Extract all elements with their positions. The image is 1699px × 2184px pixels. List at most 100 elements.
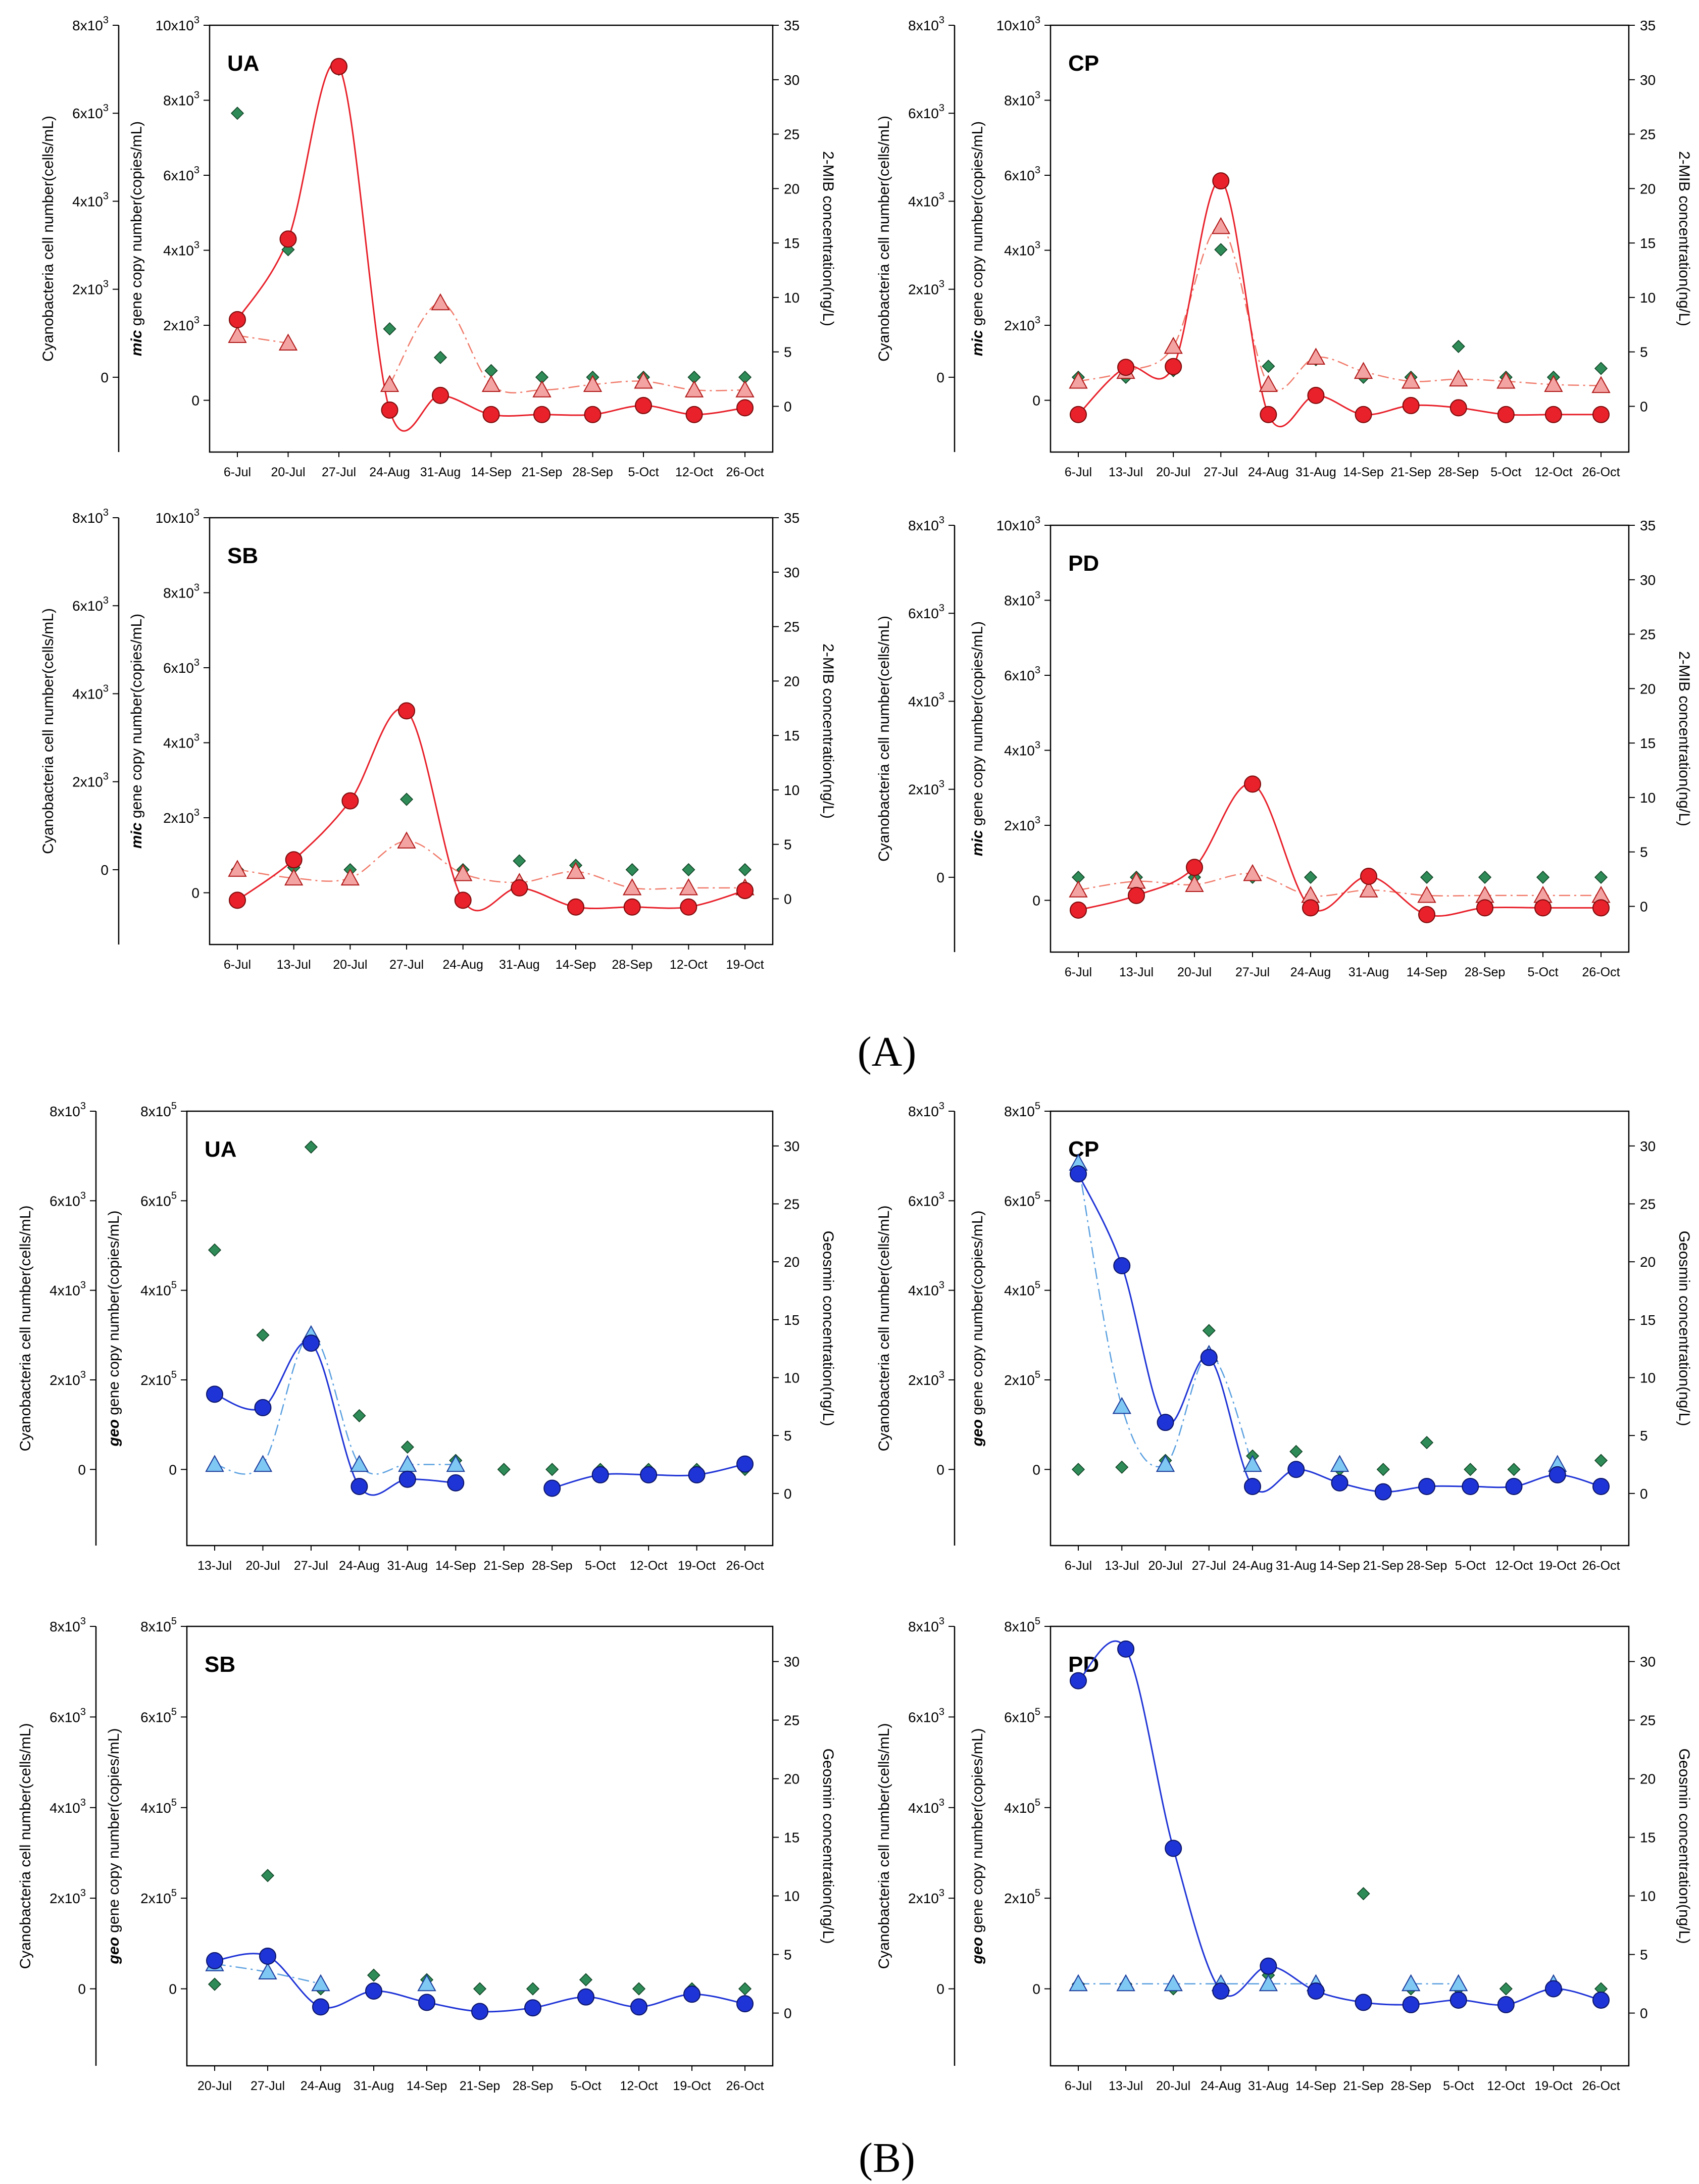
concentration-point — [278, 333, 298, 351]
gene-point — [206, 1385, 223, 1403]
gene-point — [1544, 406, 1562, 423]
right-axis-title: 2-MIB concentration(ng/L) — [820, 151, 836, 326]
right-tick-label: 20 — [784, 1254, 799, 1270]
x-tick-label: 27-Jul — [322, 465, 356, 479]
x-tick-label: 28-Sep — [1407, 1559, 1447, 1573]
chart-title: CP — [1068, 1137, 1099, 1162]
concentration-point — [1359, 880, 1378, 898]
right-tick-label: 10 — [784, 1370, 799, 1385]
concentration-point — [1496, 371, 1516, 389]
concentration-point — [1164, 1974, 1183, 1992]
outer-tick-label: 2x103 — [908, 1369, 944, 1388]
x-tick-label: 6-Jul — [224, 465, 251, 479]
x-tick-label: 20-Jul — [333, 958, 367, 972]
cyanobacteria-point — [738, 863, 752, 876]
right-tick-label: 15 — [784, 1312, 799, 1328]
concentration-point — [1069, 880, 1088, 898]
cyanobacteria-point — [497, 1463, 511, 1476]
right-tick-label: 0 — [784, 1486, 792, 1502]
cyanobacteria-point — [738, 1982, 752, 1996]
right-tick-label: 30 — [1640, 1138, 1656, 1154]
inner-tick-label: 0 — [191, 885, 199, 901]
gene-point — [341, 792, 359, 810]
x-tick-label: 31-Aug — [420, 465, 461, 479]
x-tick-label: 19-Oct — [678, 1559, 716, 1573]
cyanobacteria-point — [1478, 870, 1492, 884]
concentration-point — [1112, 1397, 1131, 1414]
x-tick-label: 24-Aug — [369, 465, 410, 479]
inner-tick-label: 6x105 — [1004, 1190, 1040, 1209]
x-tick-label: 27-Jul — [1192, 1559, 1226, 1573]
x-tick-label: 27-Jul — [251, 2079, 285, 2093]
chart-b-cp: CP 0 2x103 4x103 6x103 8x103 Cyanobacteria cel… — [876, 1101, 1692, 1573]
outer-axis-title: Cyanobacteria cell number(cells/mL) — [40, 608, 57, 854]
cyanobacteria-point — [1452, 339, 1465, 353]
gene-point — [229, 891, 246, 909]
right-tick-label: 0 — [784, 891, 792, 907]
right-axis-title: Geosmin concentration(ng/L) — [820, 1749, 836, 1944]
gene-point — [1307, 1982, 1325, 2000]
gene-point — [1450, 1991, 1467, 2009]
inner-axis-title: geo gene copy number(copies/mL) — [106, 1728, 122, 1965]
x-tick-label: 14-Sep — [407, 2079, 447, 2093]
inner-tick-label: 0 — [169, 1462, 177, 1477]
concentration-line — [1078, 226, 1602, 391]
concentration-point — [311, 1974, 330, 1992]
concentration-point — [1164, 336, 1183, 354]
gene-point — [1592, 1477, 1610, 1495]
right-tick-label: 5 — [1640, 845, 1648, 860]
cyanobacteria-point — [1262, 360, 1275, 373]
outer-tick-label: 6x103 — [908, 603, 944, 621]
gene-point — [1374, 1483, 1392, 1501]
gene-point — [1200, 1349, 1218, 1366]
gene-point — [591, 1466, 609, 1483]
cyanobacteria-point — [632, 1982, 646, 1996]
inner-tick-label: 6x105 — [140, 1190, 177, 1209]
inner-tick-label: 0 — [1032, 393, 1040, 409]
gene-point — [1165, 358, 1182, 375]
gene-point — [1212, 1982, 1230, 2000]
x-tick-label: 24-Aug — [301, 2079, 341, 2093]
gene-point — [1260, 1957, 1277, 1975]
gene-point — [351, 1477, 368, 1495]
x-tick-label: 19-Oct — [1534, 2079, 1572, 2093]
gene-point — [1548, 1466, 1566, 1483]
panel-b-label: (B) — [859, 2135, 915, 2181]
gene-point — [567, 898, 584, 916]
inner-tick-label: 6x103 — [163, 165, 199, 183]
x-tick-label: 28-Sep — [1438, 465, 1479, 479]
x-tick-label: 5-Oct — [1455, 1559, 1486, 1573]
outer-tick-label: 8x103 — [908, 515, 944, 533]
right-tick-label: 10 — [1640, 1370, 1656, 1385]
concentration-point — [622, 878, 642, 896]
gene-point — [1497, 1996, 1515, 2013]
x-tick-label: 5-Oct — [1443, 2079, 1474, 2093]
right-tick-label: 35 — [1640, 518, 1656, 533]
right-axis-title: Geosmin concentration(ng/L) — [1676, 1749, 1692, 1944]
concentration-point — [398, 1455, 417, 1472]
outer-axis-title: Cyanobacteria cell number(cells/mL) — [17, 1723, 34, 1969]
outer-tick-label: 6x103 — [49, 1706, 86, 1725]
x-tick-label: 13-Jul — [1119, 965, 1154, 979]
outer-tick-label: 6x103 — [49, 1190, 86, 1209]
gene-point — [330, 58, 347, 75]
x-tick-label: 14-Sep — [1319, 1559, 1360, 1573]
cyanobacteria-point — [1071, 1463, 1085, 1476]
gene-point — [524, 1999, 541, 2017]
inner-tick-label: 8x103 — [163, 582, 199, 601]
gene-point — [1544, 1980, 1562, 1998]
right-tick-label: 15 — [784, 1830, 799, 1846]
gene-point — [543, 1479, 561, 1497]
right-tick-label: 30 — [1640, 72, 1656, 88]
right-tick-label: 35 — [784, 18, 799, 33]
gene-point — [1070, 901, 1087, 919]
cyanobacteria-point — [261, 1869, 275, 1882]
right-axis-title: 2-MIB concentration(ng/L) — [1676, 651, 1692, 826]
inner-tick-label: 2x105 — [1004, 1888, 1040, 1906]
x-tick-label: 14-Sep — [556, 958, 596, 972]
concentration-point — [566, 862, 585, 879]
x-tick-label: 21-Sep — [1363, 1559, 1404, 1573]
gene-point — [1128, 886, 1145, 904]
gene-point — [1260, 406, 1277, 423]
chart-title: CP — [1068, 51, 1099, 76]
